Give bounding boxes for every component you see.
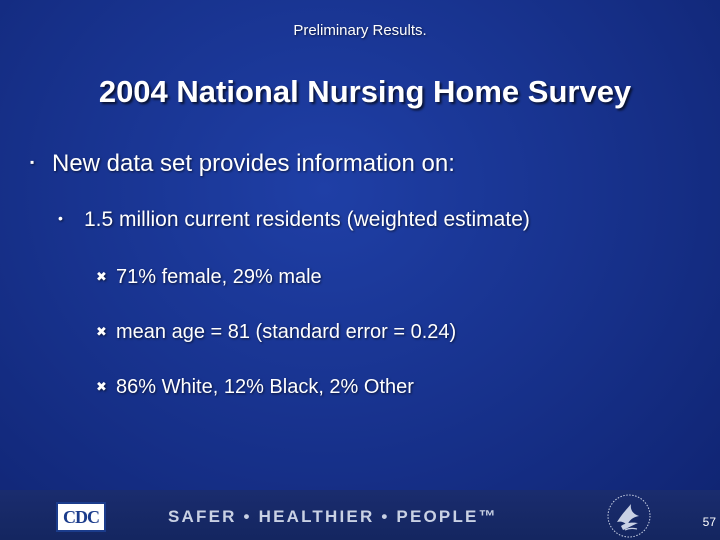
x-bullet-icon: ✖ [96, 268, 107, 284]
bullet-level3-item: ✖ mean age = 81 (standard error = 0.24) [96, 321, 456, 344]
page-number: 57 [702, 515, 716, 529]
cdc-logo-text: CDC [63, 506, 100, 527]
tagline: SAFER • HEALTHIER • PEOPLE™ [168, 507, 498, 526]
x-bullet-icon: ✖ [96, 323, 107, 339]
bullet-level3-text: 71% female, 29% male [116, 266, 322, 288]
bullet-level3-item: ✖ 71% female, 29% male [96, 266, 322, 289]
x-bullet-icon: ✖ [96, 378, 107, 394]
slide-title: 2004 National Nursing Home Survey [98, 74, 632, 109]
cdc-logo: CDC [56, 502, 106, 532]
dot-bullet-icon: • [58, 210, 63, 227]
footer-bar [0, 490, 720, 540]
bullet-level2-text: 1.5 million current residents (weighted … [84, 208, 530, 231]
bullet-level2: • 1.5 million current residents (weighted… [58, 208, 530, 232]
bullet-level1-text: New data set provides information on: [52, 150, 455, 177]
bullet-level3-item: ✖ 86% White, 12% Black, 2% Other [96, 376, 414, 399]
bullet-level1: ▪ New data set provides information on: [30, 150, 455, 178]
preliminary-label: Preliminary Results. [293, 22, 427, 39]
bullet-level3-text: mean age = 81 (standard error = 0.24) [116, 321, 457, 343]
hhs-eagle-logo-icon [607, 494, 651, 538]
square-bullet-icon: ▪ [30, 154, 35, 169]
bullet-level3-text: 86% White, 12% Black, 2% Other [116, 376, 414, 398]
